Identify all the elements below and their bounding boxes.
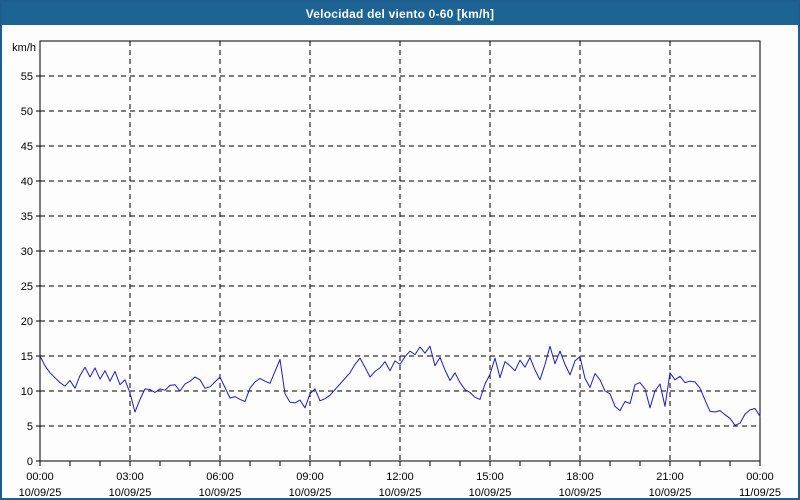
x-tick-date-label: 11/09/25: [739, 487, 781, 499]
y-tick-label: 30: [21, 246, 33, 258]
x-tick-time-label: 15:00: [476, 471, 504, 483]
y-tick-label: 40: [21, 176, 33, 188]
y-tick-label: 0: [27, 456, 33, 468]
x-tick-time-label: 00:00: [746, 471, 774, 483]
x-tick-time-label: 03:00: [116, 471, 144, 483]
y-tick-label: 25: [21, 281, 33, 293]
wind-speed-line: [39, 345, 761, 426]
x-tick-time-label: 06:00: [206, 471, 234, 483]
chart-title-bar: Velocidad del viento 0-60 [km/h]: [2, 2, 798, 25]
x-tick-date-label: 10/09/25: [289, 487, 332, 499]
y-tick-label: 15: [21, 351, 33, 363]
x-tick-date-label: 10/09/25: [559, 487, 602, 499]
x-tick-date-label: 10/09/25: [19, 487, 62, 499]
y-tick-label: 45: [21, 141, 33, 153]
x-tick-time-label: 00:00: [26, 471, 54, 483]
x-tick-date-label: 10/09/25: [649, 487, 692, 499]
x-tick-time-label: 09:00: [296, 471, 324, 483]
x-tick-time-label: 12:00: [386, 471, 414, 483]
y-tick-label: 20: [21, 316, 33, 328]
x-tick-date-label: 10/09/25: [379, 487, 422, 499]
chart-title: Velocidad del viento 0-60 [km/h]: [305, 6, 495, 21]
y-tick-label: 35: [21, 211, 33, 223]
y-axis-unit-label: km/h: [12, 42, 36, 54]
y-tick-label: 50: [21, 106, 33, 118]
x-tick-date-label: 10/09/25: [469, 487, 512, 499]
x-tick-date-label: 10/09/25: [199, 487, 242, 499]
x-tick-time-label: 21:00: [656, 471, 684, 483]
x-tick-time-label: 18:00: [566, 471, 594, 483]
y-tick-label: 55: [21, 71, 33, 83]
x-tick-date-label: 10/09/25: [109, 487, 152, 499]
y-tick-label: 5: [27, 421, 33, 433]
y-tick-label: 10: [21, 386, 33, 398]
